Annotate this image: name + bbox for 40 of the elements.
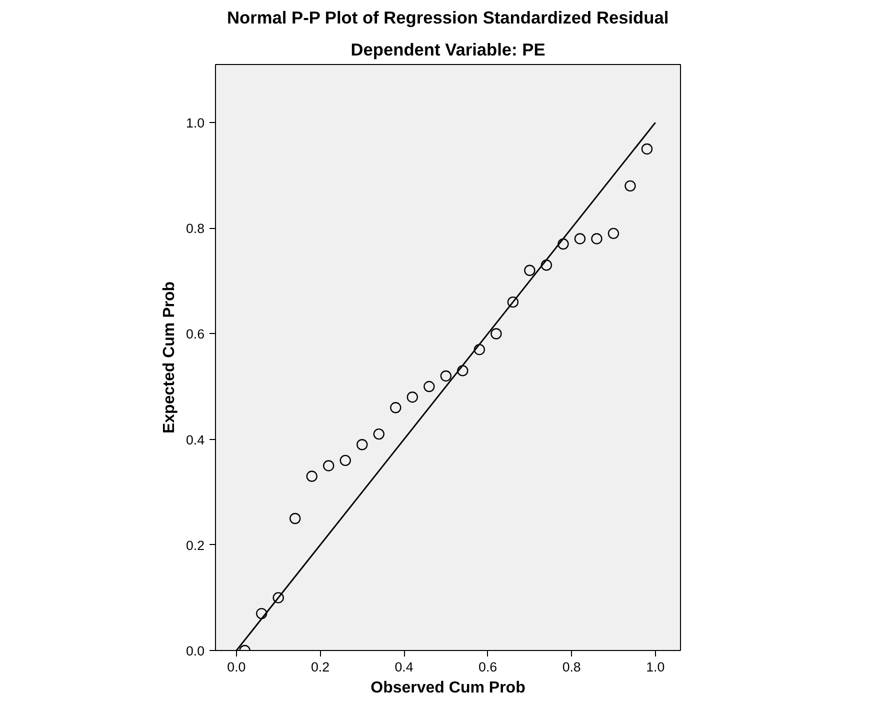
- point: [641, 143, 653, 155]
- x-tick-label: 0.4: [394, 660, 414, 674]
- x-tick-label: 0.2: [310, 660, 330, 674]
- point: [406, 392, 418, 403]
- y-tick-label: 0.6: [186, 326, 205, 342]
- chart-subtitle: Dependent Variable: PE: [350, 40, 546, 60]
- point: [289, 512, 301, 524]
- point: [340, 454, 351, 466]
- x-axis-title: Observed Cum Prob: [370, 680, 526, 696]
- point: [558, 238, 569, 250]
- x-tick-label: 1.0: [646, 660, 665, 674]
- x-tick-label: 0.8: [562, 660, 581, 674]
- point: [507, 296, 519, 308]
- point: [323, 460, 334, 472]
- point: [624, 180, 636, 192]
- point: [256, 608, 268, 620]
- point: [440, 370, 452, 382]
- point: [356, 439, 368, 450]
- point: [474, 344, 486, 356]
- y-tick-label: 0.4: [186, 432, 206, 448]
- point: [457, 365, 468, 376]
- point: [306, 470, 318, 482]
- y-tick-label: 0.2: [186, 538, 205, 553]
- x-tick-label: 0.6: [478, 660, 498, 674]
- point: [524, 264, 536, 276]
- x-tick-label: 0.0: [227, 660, 246, 674]
- point: [424, 380, 435, 392]
- point: [272, 592, 284, 604]
- point: [608, 228, 620, 240]
- y-tick-label: 0.8: [186, 221, 205, 236]
- y-axis-title: Expected Cum Prob: [160, 281, 178, 434]
- point: [574, 233, 586, 244]
- chart-title: Normal P-P Plot of Regression Standardized Residual: [227, 8, 669, 28]
- point: [390, 402, 402, 414]
- point: [373, 428, 384, 440]
- y-tick-label: 1.0: [186, 116, 205, 131]
- point: [540, 260, 552, 271]
- point: [591, 233, 602, 244]
- y-tick-label: 0.0: [186, 644, 205, 658]
- point: [490, 328, 502, 340]
